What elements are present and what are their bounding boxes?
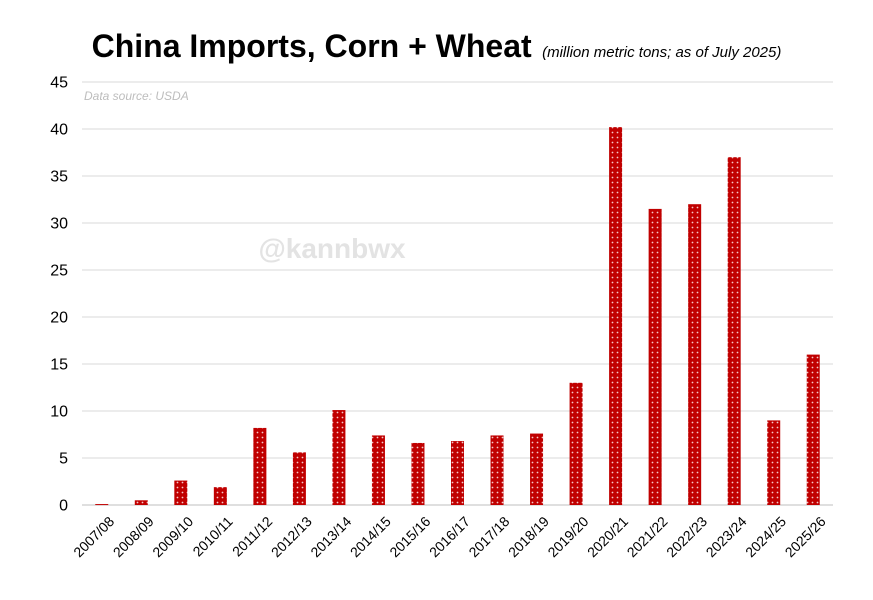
y-tick-label: 45	[50, 75, 68, 92]
x-tick-label: 2014/15	[347, 513, 394, 560]
x-tick-label: 2011/12	[229, 513, 276, 560]
y-tick-label: 0	[59, 498, 68, 515]
bar-2015-16	[411, 442, 425, 505]
chart-subtitle: (million metric tons; as of July 2025)	[542, 44, 782, 61]
y-tick-label: 30	[50, 216, 68, 233]
bar-2017-18	[490, 435, 504, 505]
x-axis-ticks: 2007/082008/092009/102010/112011/122012/…	[70, 513, 829, 560]
y-axis-ticks: 0 5 10 15 20 25 30 35 40 45	[50, 75, 68, 515]
chart-title: China Imports, Corn + Wheat	[91, 28, 532, 64]
y-tick-label: 10	[50, 404, 68, 421]
bar-2013-14	[332, 410, 346, 505]
x-tick-label: 2010/11	[189, 513, 236, 560]
bar-2024-25	[767, 420, 781, 505]
x-tick-label: 2018/19	[505, 513, 552, 560]
bar-2011-12	[253, 427, 267, 505]
y-tick-label: 35	[50, 169, 68, 186]
watermark: @kannbwx	[258, 233, 406, 264]
bar-2025-26	[806, 354, 820, 505]
bar-2018-19	[530, 433, 544, 505]
bar-2021-22	[648, 208, 662, 505]
bar-2016-17	[451, 441, 464, 505]
x-tick-label: 2012/13	[268, 513, 315, 560]
bar-2020-21	[609, 127, 623, 506]
x-tick-label: 2008/09	[110, 513, 157, 560]
x-tick-label: 2021/22	[624, 513, 671, 560]
x-tick-label: 2015/16	[386, 513, 433, 560]
y-tick-label: 15	[50, 357, 68, 374]
chart-title-block: China Imports, Corn + Wheat (million met…	[0, 28, 873, 65]
bar-2014-15	[371, 435, 385, 505]
bar-2008-09	[134, 500, 148, 505]
x-tick-label: 2019/20	[544, 513, 591, 560]
x-tick-label: 2025/26	[782, 513, 829, 560]
bar-2019-20	[569, 382, 583, 505]
data-source-note: Data source: USDA	[84, 89, 189, 103]
y-tick-label: 20	[50, 310, 68, 327]
bar-2009-10	[174, 480, 188, 505]
x-tick-label: 2024/25	[742, 513, 789, 560]
bar-2023-24	[727, 157, 741, 505]
bar-2010-11	[213, 487, 227, 505]
bar-2012-13	[292, 452, 306, 505]
x-tick-label: 2022/23	[663, 513, 710, 560]
bar-2022-23	[688, 204, 702, 505]
x-tick-label: 2023/24	[703, 513, 750, 560]
bars	[95, 127, 820, 506]
y-tick-label: 40	[50, 122, 68, 139]
bar-2007-08	[95, 504, 109, 506]
x-tick-label: 2013/14	[307, 513, 354, 560]
x-tick-label: 2020/21	[584, 513, 631, 560]
x-tick-label: 2009/10	[149, 513, 196, 560]
x-tick-label: 2017/18	[465, 513, 512, 560]
y-tick-label: 5	[59, 451, 68, 468]
x-tick-label: 2007/08	[70, 513, 117, 560]
y-tick-label: 25	[50, 263, 68, 280]
x-tick-label: 2016/17	[426, 513, 473, 560]
